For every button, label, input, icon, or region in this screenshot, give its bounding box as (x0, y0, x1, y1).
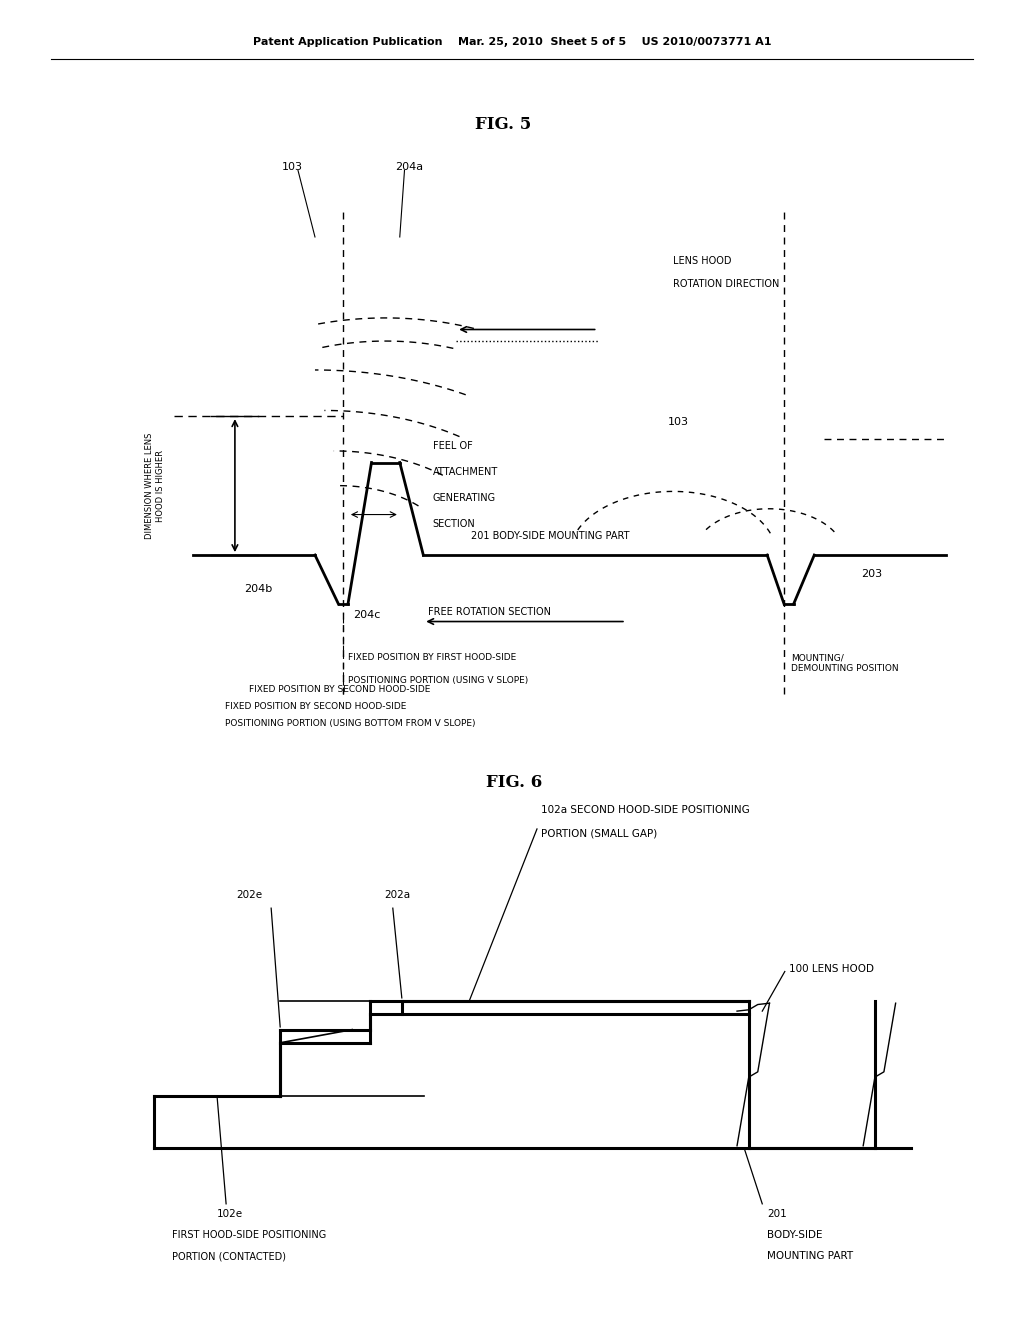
Text: FIXED POSITION BY FIRST HOOD-SIDE: FIXED POSITION BY FIRST HOOD-SIDE (348, 653, 516, 663)
Text: PORTION (CONTACTED): PORTION (CONTACTED) (172, 1251, 286, 1262)
Text: FIXED POSITION BY SECOND HOOD-SIDE: FIXED POSITION BY SECOND HOOD-SIDE (225, 702, 407, 711)
Text: ROTATION DIRECTION: ROTATION DIRECTION (673, 279, 779, 289)
Text: FIRST HOOD-SIDE POSITIONING: FIRST HOOD-SIDE POSITIONING (172, 1230, 327, 1241)
Text: FIXED POSITION BY SECOND HOOD-SIDE: FIXED POSITION BY SECOND HOOD-SIDE (249, 685, 430, 694)
Text: 201 BODY-SIDE MOUNTING PART: 201 BODY-SIDE MOUNTING PART (471, 531, 630, 541)
Text: SECTION: SECTION (433, 519, 475, 529)
Text: 103: 103 (282, 162, 303, 172)
Text: FIG. 5: FIG. 5 (475, 116, 531, 132)
Text: POSITIONING PORTION (USING V SLOPE): POSITIONING PORTION (USING V SLOPE) (348, 676, 528, 685)
Text: 204a: 204a (395, 162, 423, 172)
Text: MOUNTING PART: MOUNTING PART (767, 1251, 853, 1262)
Text: LENS HOOD: LENS HOOD (673, 256, 731, 265)
Text: 102e: 102e (217, 1209, 244, 1220)
Text: 204c: 204c (352, 610, 380, 620)
Text: BODY-SIDE: BODY-SIDE (767, 1230, 822, 1241)
Text: 201: 201 (767, 1209, 786, 1220)
Text: 202a: 202a (384, 890, 410, 900)
Text: DIMENSION WHERE LENS
HOOD IS HIGHER: DIMENSION WHERE LENS HOOD IS HIGHER (144, 433, 165, 539)
Text: 203: 203 (861, 569, 883, 579)
Text: 102a SECOND HOOD-SIDE POSITIONING: 102a SECOND HOOD-SIDE POSITIONING (542, 805, 751, 816)
Text: PORTION (SMALL GAP): PORTION (SMALL GAP) (542, 829, 657, 840)
Text: ATTACHMENT: ATTACHMENT (433, 467, 498, 477)
Text: POSITIONING PORTION (USING BOTTOM FROM V SLOPE): POSITIONING PORTION (USING BOTTOM FROM V… (225, 719, 476, 729)
Text: 103: 103 (669, 417, 689, 428)
Text: FREE ROTATION SECTION: FREE ROTATION SECTION (428, 607, 551, 616)
Text: Patent Application Publication    Mar. 25, 2010  Sheet 5 of 5    US 2010/0073771: Patent Application Publication Mar. 25, … (253, 37, 771, 48)
Text: GENERATING: GENERATING (433, 492, 496, 503)
Text: 204b: 204b (245, 583, 272, 594)
Text: MOUNTING/
DEMOUNTING POSITION: MOUNTING/ DEMOUNTING POSITION (791, 653, 898, 673)
Text: FIG. 6: FIG. 6 (486, 774, 543, 791)
Text: FEEL OF: FEEL OF (433, 441, 472, 451)
Text: 100 LENS HOOD: 100 LENS HOOD (790, 964, 874, 974)
Text: 202e: 202e (236, 890, 262, 900)
